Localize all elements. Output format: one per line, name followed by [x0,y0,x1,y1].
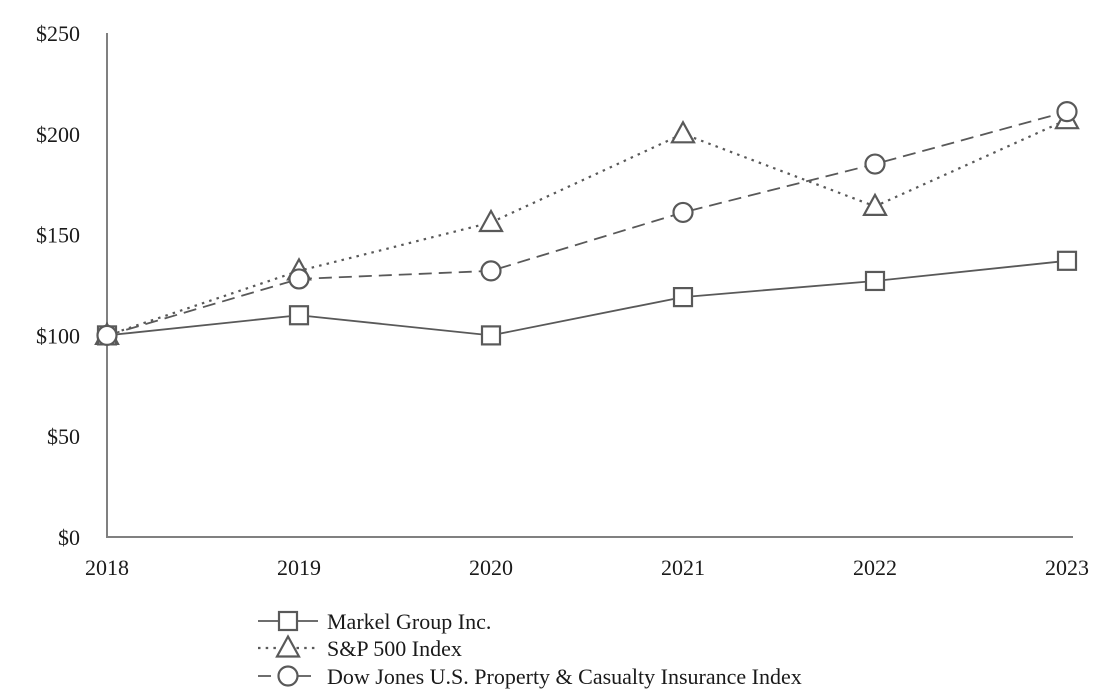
legend-label: Dow Jones U.S. Property & Casualty Insur… [327,664,802,689]
square-marker-icon [480,325,502,346]
legend-item: Markel Group Inc. [258,609,491,634]
y-axis-tick-label: $100 [36,323,80,348]
axis-lines [106,33,1073,538]
legend-label: S&P 500 Index [327,636,462,661]
x-axis-tick-label: 2019 [277,555,321,580]
legend-label: Markel Group Inc. [327,609,491,634]
x-axis-tick-label: 2021 [661,555,705,580]
y-axis-tick-label: $200 [36,122,80,147]
square-marker-icon [277,610,299,632]
triangle-marker-icon [862,192,888,216]
square-marker-icon [288,305,310,326]
y-axis-tick-label: $150 [36,223,80,248]
triangle-marker-icon [275,634,301,658]
legend: Markel Group Inc.S&P 500 Index Dow Jones … [258,609,802,689]
circle-marker-icon [1056,101,1078,123]
series-markel-group-inc [96,250,1078,346]
circle-marker-icon [480,260,502,282]
y-axis-tick-label: $250 [36,21,80,46]
series-line-dow-jones-u-s-property-casualty-insurance-index [106,110,1068,337]
circle-marker-icon [277,665,299,687]
circle-marker-icon [672,201,694,224]
series-line-markel-group-inc [106,259,1068,337]
y-axis-tick-label: $0 [58,525,80,550]
y-axis-tick-label: $50 [47,424,80,449]
legend-item: Dow Jones U.S. Property & Casualty Insur… [258,664,802,689]
circle-marker-icon [864,153,886,175]
x-axis-tick-label: 2022 [853,555,897,580]
x-axis-tick-label: 2023 [1045,555,1089,580]
series-line-s-p-500-index [106,118,1068,337]
triangle-marker-icon [478,208,504,233]
triangle-marker-icon [670,120,696,144]
circle-marker-icon [288,268,310,290]
series-dow-jones-u-s-property-casualty-insurance-index [96,101,1078,346]
circle-marker-icon [96,324,118,346]
square-marker-icon [864,270,886,292]
x-axis-tick-label: 2020 [469,555,513,580]
x-axis-tick-label: 2018 [85,555,129,580]
square-marker-icon [1056,250,1078,271]
square-marker-icon [672,286,694,308]
series-s-p-500-index [94,105,1080,345]
legend-item: S&P 500 Index [258,634,462,661]
